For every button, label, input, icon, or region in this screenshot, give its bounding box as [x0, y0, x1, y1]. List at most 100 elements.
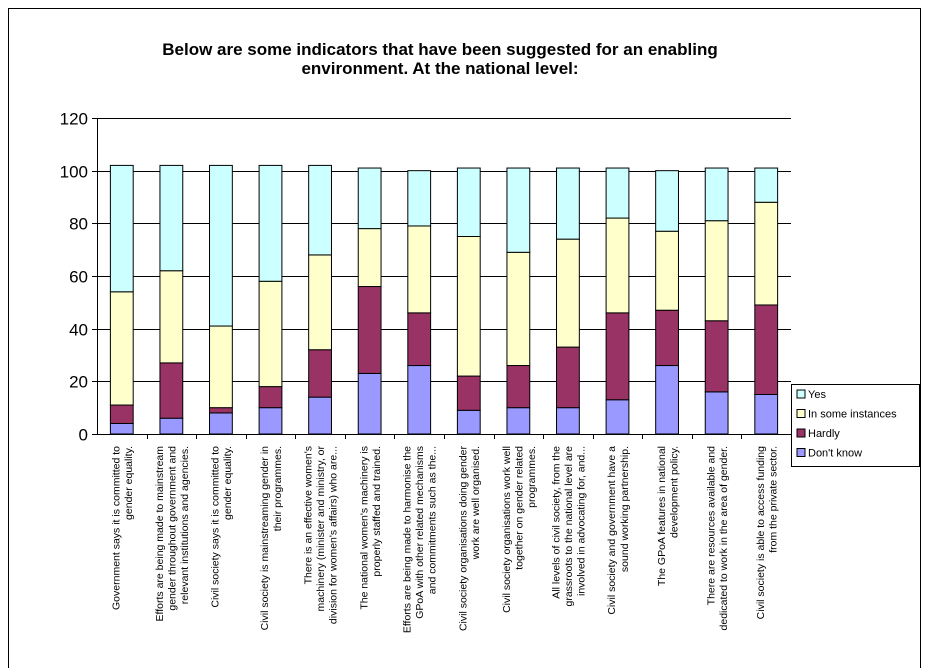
- bar-segment: [159, 270, 184, 364]
- x-tick-label-line: grassroots to the national level are: [563, 446, 575, 607]
- chart-title: Below are some indicators that have been…: [100, 40, 780, 78]
- bar-segment: [704, 320, 729, 393]
- x-tick-label-line: properly staffed and trained.: [371, 446, 383, 577]
- chart-title-line-1: Below are some indicators that have been…: [162, 40, 718, 59]
- bar-segment: [407, 225, 432, 314]
- y-tick-label: 0: [79, 426, 88, 445]
- x-tick-label-line: There are resources available and: [705, 446, 717, 606]
- x-tick-label-line: Efforts are being made to harmonise the: [402, 446, 414, 633]
- bar-segment: [704, 391, 729, 435]
- bar-segment: [556, 238, 580, 348]
- bar-segment: [109, 164, 134, 293]
- y-tick-label: 40: [69, 321, 88, 340]
- bar-segment: [506, 365, 531, 409]
- x-tick-label: Civil society organisations work welltog…: [501, 446, 538, 613]
- bar-segment: [357, 372, 382, 435]
- x-tick-label: Efforts are being made to mainstreamgend…: [154, 446, 191, 622]
- x-tick-label-line: together on gender related: [513, 446, 525, 570]
- y-tick-label: 120: [60, 110, 88, 129]
- legend-swatch: [796, 389, 806, 399]
- x-tick-label: Government says it is committed togender…: [111, 446, 136, 610]
- x-tick-label-line: Civil society is mainstreaming gender in: [259, 446, 271, 631]
- x-tick-label: The GPoA features in nationaldevelopment…: [656, 446, 681, 586]
- chart-title-line-2: environment. At the national level:: [301, 59, 579, 78]
- axes: 0 20 40 60 80 100 120: [60, 110, 792, 445]
- bar-segment: [754, 304, 779, 396]
- x-tick-label: There are resources available anddedicat…: [705, 446, 730, 631]
- x-tick-label-line: Civil society organisations work well: [501, 446, 513, 613]
- x-tick-label: Civil society is able to access fundingf…: [755, 446, 780, 619]
- x-tick-label: There is an effective women'smachinery (…: [303, 445, 340, 624]
- legend-label: Don't know: [808, 448, 862, 460]
- x-tick-label-line: There is an effective women's: [303, 446, 315, 584]
- bar-segment: [754, 394, 779, 435]
- y-tick-label: 20: [69, 373, 88, 392]
- bar-segment: [209, 407, 233, 414]
- x-tick-labels: Government says it is committed togender…: [111, 445, 780, 633]
- legend-swatch: [796, 448, 806, 457]
- bar-segment: [456, 375, 481, 411]
- bar-segment: [506, 407, 531, 435]
- chart-border: [8, 8, 921, 668]
- x-tick-label-line: work are well organised.: [470, 446, 482, 560]
- x-tick-label-line: Civil society organisations doing gender: [458, 446, 470, 632]
- x-tick-label-line: their programmes.: [272, 446, 284, 531]
- x-tick-label: Civil society organisations doing gender…: [458, 446, 483, 632]
- bar-segment: [159, 362, 184, 419]
- x-tick-label: Efforts are being made to harmonise theG…: [402, 446, 439, 633]
- x-tick-label-line: gender throughout government and: [166, 446, 178, 611]
- bar-segment: [308, 349, 332, 398]
- bar-segment: [109, 404, 134, 424]
- x-tick-label-line: and commitments such as the...: [427, 446, 439, 594]
- x-tick-label: Civil society says it is committed togen…: [210, 446, 235, 608]
- legend-label: In some instances: [808, 409, 897, 421]
- bar-segment: [704, 220, 729, 322]
- bar-segment: [308, 396, 332, 435]
- x-tick-label-line: GPoA with other related mechanisms: [414, 446, 426, 619]
- bar-segment: [605, 312, 630, 401]
- bar-segment: [407, 365, 432, 435]
- bar-segment: [605, 217, 630, 314]
- y-tick-label: 60: [69, 268, 88, 287]
- bar-segment: [655, 309, 679, 367]
- bar-segment: [159, 164, 184, 272]
- x-tick-label-line: sound working partnership.: [619, 446, 631, 572]
- bar-segment: [258, 164, 283, 282]
- bar-segment: [109, 422, 134, 435]
- x-tick-label-line: Civil society says it is committed to: [210, 446, 222, 608]
- bar-segment: [704, 167, 729, 222]
- bar-segment: [407, 170, 432, 227]
- x-tick-label-line: Government says it is committed to: [111, 446, 123, 610]
- bars: [109, 164, 779, 435]
- bar-segment: [308, 164, 332, 256]
- legend-swatch: [796, 409, 806, 418]
- x-tick-label-line: All levels of civil society, from the: [550, 446, 562, 599]
- x-tick-label-line: dedicated to work in the area of gender.: [718, 446, 730, 630]
- x-tick-label-line: gender equality.: [123, 446, 135, 520]
- bar-segment: [556, 346, 580, 409]
- x-tick-label-line: involved in advocating for, and...: [575, 446, 587, 596]
- bar-segment: [357, 286, 382, 374]
- x-tick-label-line: programmes.: [526, 446, 538, 508]
- x-tick-label-line: machinery (minister and ministry, or: [315, 445, 327, 611]
- bar-segment: [456, 167, 481, 238]
- x-tick-label-line: The GPoA features in national: [656, 446, 668, 586]
- x-tick-label: All levels of civil society, from thegra…: [550, 446, 587, 607]
- x-tick-label-line: Efforts are being made to mainstream: [154, 446, 166, 622]
- x-tick-label-line: gender equality.: [222, 446, 234, 520]
- bar-segment: [407, 312, 432, 367]
- bar-segment: [456, 409, 481, 435]
- bar-segment: [209, 164, 233, 327]
- bar-segment: [605, 399, 630, 435]
- legend-label: Hardly: [808, 428, 840, 440]
- legend-swatch: [796, 428, 806, 438]
- x-tick-label: The national women's machinery isproperl…: [358, 446, 383, 610]
- bar-segment: [655, 365, 679, 435]
- bar-segment: [357, 167, 382, 230]
- bar-segment: [308, 254, 332, 351]
- bar-segment: [655, 170, 679, 232]
- bar-segment: [209, 412, 233, 435]
- bar-segment: [258, 280, 283, 388]
